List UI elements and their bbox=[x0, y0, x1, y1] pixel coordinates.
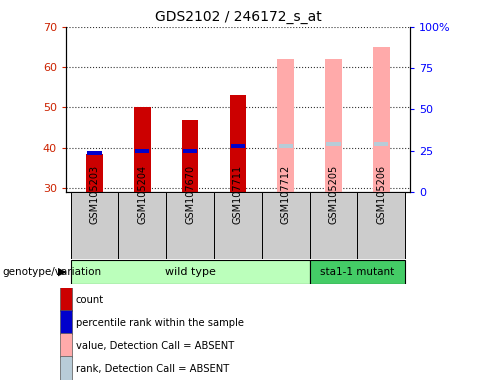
Bar bbox=[60, 310, 72, 334]
Bar bbox=[119, 192, 166, 259]
Text: genotype/variation: genotype/variation bbox=[2, 266, 102, 277]
Bar bbox=[135, 149, 149, 153]
Bar bbox=[60, 356, 72, 380]
Text: GSM105203: GSM105203 bbox=[90, 164, 100, 223]
Text: wild type: wild type bbox=[164, 266, 216, 277]
Text: GSM105204: GSM105204 bbox=[137, 164, 147, 223]
Bar bbox=[71, 260, 309, 284]
Bar bbox=[166, 192, 214, 259]
Bar bbox=[183, 149, 197, 152]
Bar bbox=[87, 151, 102, 154]
Bar bbox=[309, 192, 357, 259]
Text: count: count bbox=[76, 295, 104, 305]
Bar bbox=[71, 192, 119, 259]
Bar bbox=[214, 192, 262, 259]
Bar bbox=[373, 47, 389, 192]
Bar bbox=[60, 333, 72, 357]
Text: GSM107711: GSM107711 bbox=[233, 164, 243, 223]
Text: GSM107712: GSM107712 bbox=[281, 164, 291, 223]
Bar bbox=[231, 144, 245, 148]
Bar bbox=[262, 192, 309, 259]
Bar bbox=[134, 108, 151, 192]
Text: GSM105205: GSM105205 bbox=[328, 164, 339, 223]
Title: GDS2102 / 246172_s_at: GDS2102 / 246172_s_at bbox=[155, 10, 321, 25]
Bar bbox=[86, 154, 103, 192]
Bar bbox=[309, 260, 405, 284]
Bar bbox=[60, 286, 72, 311]
Text: percentile rank within the sample: percentile rank within the sample bbox=[76, 318, 244, 328]
Bar bbox=[357, 192, 405, 259]
Text: ▶: ▶ bbox=[58, 266, 66, 277]
Text: sta1-1 mutant: sta1-1 mutant bbox=[320, 266, 394, 277]
Bar bbox=[229, 95, 246, 192]
Bar bbox=[374, 142, 388, 146]
Bar bbox=[326, 142, 341, 146]
Text: GSM107670: GSM107670 bbox=[185, 164, 195, 223]
Text: GSM105206: GSM105206 bbox=[376, 164, 386, 223]
Bar bbox=[325, 59, 342, 192]
Bar bbox=[279, 144, 293, 148]
Bar bbox=[277, 59, 294, 192]
Bar bbox=[182, 119, 199, 192]
Text: value, Detection Call = ABSENT: value, Detection Call = ABSENT bbox=[76, 341, 234, 351]
Text: rank, Detection Call = ABSENT: rank, Detection Call = ABSENT bbox=[76, 364, 229, 374]
